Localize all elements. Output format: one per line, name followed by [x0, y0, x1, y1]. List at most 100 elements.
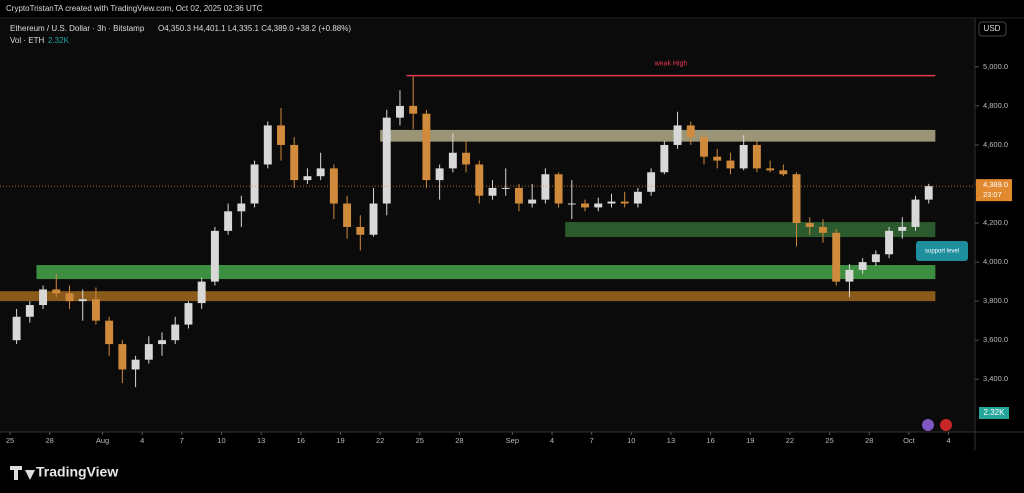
- candle-body: [12, 316, 21, 341]
- candle-body: [752, 144, 761, 169]
- y-tick-label: 3,600.0: [983, 335, 1008, 344]
- candle-body: [660, 144, 669, 173]
- candle-body: [726, 160, 735, 169]
- candle-body: [673, 125, 682, 145]
- candle-body: [700, 137, 708, 157]
- candle-body: [686, 125, 695, 138]
- y-tick-label: 4,600.0: [983, 140, 1008, 149]
- candle-body: [382, 117, 391, 204]
- candle-body: [184, 303, 193, 325]
- x-tick-label: 28: [865, 436, 873, 445]
- candle-body: [858, 262, 867, 270]
- candle-body: [567, 203, 576, 205]
- candle-body: [409, 105, 418, 114]
- candle-body: [792, 174, 801, 224]
- currency[interactable]: USD: [984, 24, 1001, 33]
- x-tick-label: 4: [946, 436, 950, 445]
- zone: [0, 291, 936, 302]
- candle-body: [779, 170, 788, 175]
- x-tick-label: Sep: [506, 436, 519, 445]
- x-tick-label: 25: [6, 436, 14, 445]
- x-tick-label: 28: [45, 436, 53, 445]
- x-tick-label: 25: [825, 436, 833, 445]
- candle-body: [105, 320, 114, 345]
- candle-body: [924, 186, 933, 200]
- x-tick-label: 13: [667, 436, 675, 445]
- candle-body: [514, 187, 523, 204]
- x-tick-label: 22: [786, 436, 794, 445]
- candle-body: [462, 152, 471, 165]
- candle-body: [607, 201, 616, 204]
- brand-logo: [10, 466, 35, 480]
- candle-body: [501, 187, 510, 189]
- candle-body: [594, 203, 603, 208]
- candle-body: [158, 340, 166, 345]
- last-price-box: [976, 179, 1012, 202]
- candle-body: [898, 226, 907, 231]
- candle-body: [554, 174, 563, 204]
- x-tick-label: 19: [336, 436, 344, 445]
- candle-body: [832, 232, 841, 282]
- currency-box[interactable]: [978, 21, 1007, 37]
- candle-body: [78, 299, 87, 302]
- x-tick-label: 19: [746, 436, 754, 445]
- candle-body: [343, 203, 352, 227]
- y-tick-label: 5,000.0: [983, 62, 1008, 71]
- candle-body: [647, 172, 656, 192]
- candle-body: [620, 201, 629, 204]
- event-icon[interactable]: [922, 419, 934, 431]
- x-tick-label: Oct: [903, 436, 916, 445]
- candle-body: [475, 164, 484, 196]
- candle-body: [435, 168, 444, 181]
- flag-icon[interactable]: [940, 419, 952, 431]
- y-tick-label: 4,800.0: [983, 101, 1008, 110]
- last-price-label: 4,389.0: [983, 180, 1008, 189]
- candle-body: [224, 211, 233, 231]
- candle-body: [197, 281, 206, 304]
- callout-box: [916, 241, 968, 261]
- annotation: support level: [925, 249, 959, 255]
- attribution: CryptoTristanTA created with TradingView…: [6, 4, 263, 13]
- x-tick-label: 22: [376, 436, 384, 445]
- candle-body: [633, 191, 642, 204]
- candle-body: [210, 230, 219, 282]
- y-tick-label: 3,400.0: [983, 374, 1008, 383]
- volume-label: Vol · ETH: [10, 36, 44, 45]
- candle-body: [805, 223, 814, 227]
- x-tick-label: 13: [257, 436, 265, 445]
- candle-body: [488, 187, 497, 196]
- candle-body: [885, 230, 894, 255]
- level-label: weak High: [654, 60, 688, 67]
- candle-body: [845, 269, 854, 282]
- candle-body: [171, 324, 180, 341]
- candle-body: [911, 199, 920, 227]
- y-tick-label: 4,000.0: [983, 257, 1008, 266]
- candle-body: [65, 293, 74, 302]
- candle-body: [356, 226, 365, 235]
- candle-body: [52, 289, 61, 294]
- volume-badge-text: 2.32K: [984, 408, 1006, 417]
- candle-body: [25, 305, 34, 317]
- candle-body: [131, 359, 140, 370]
- candle-body: [871, 254, 880, 263]
- x-tick-label: 4: [140, 436, 144, 445]
- x-tick-label: 10: [217, 436, 225, 445]
- candle-body: [766, 168, 775, 171]
- symbol: Ethereum / U.S. Dollar · 3h · Bitstamp: [10, 24, 145, 33]
- y-tick-label: 4,200.0: [983, 218, 1008, 227]
- candle-body: [91, 299, 100, 321]
- candle-body: [369, 203, 378, 235]
- candle-body: [250, 164, 259, 204]
- brand: TradingView: [36, 464, 118, 480]
- x-tick-label: 4: [550, 436, 554, 445]
- candle-body: [448, 152, 457, 169]
- x-tick-label: 28: [455, 436, 463, 445]
- candle-body: [739, 144, 748, 169]
- x-tick-label: 25: [416, 436, 424, 445]
- volume-value: 2.32K: [48, 36, 70, 45]
- candle-body: [118, 344, 127, 370]
- candle-body: [422, 113, 431, 181]
- x-tick-label: 16: [706, 436, 714, 445]
- zone: [380, 129, 936, 142]
- candle-body: [396, 105, 404, 118]
